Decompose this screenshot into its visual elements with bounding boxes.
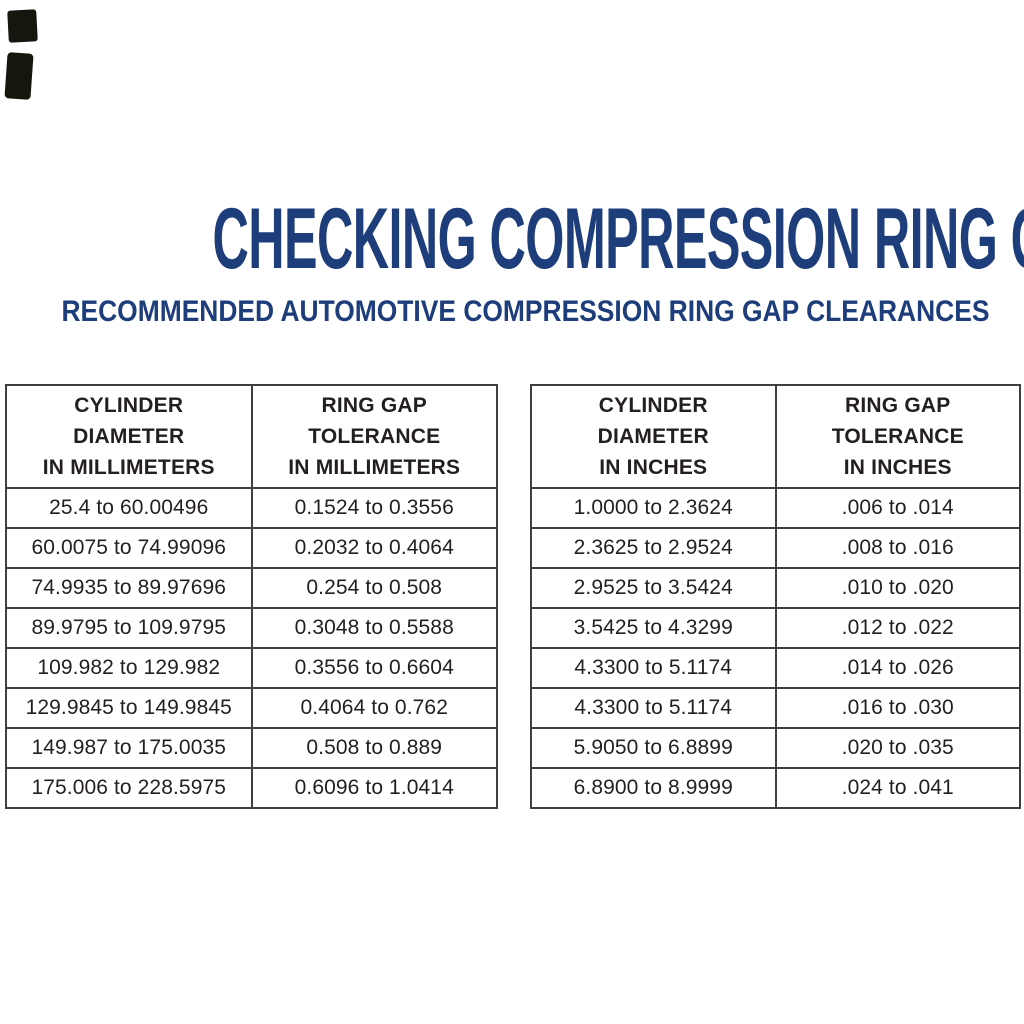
table-row: 74.9935 to 89.97696 0.254 to 0.508 <box>5 567 498 609</box>
ring-gap-tolerance-cell: 0.254 to 0.508 <box>250 567 498 609</box>
header-line: IN MILLIMETERS <box>288 456 461 479</box>
header-row: CYLINDER DIAMETER IN INCHES RING GAP TOL… <box>530 384 1021 489</box>
cylinder-diameter-cell: 129.9845 to 149.9845 <box>5 687 253 729</box>
ring-gap-tolerance-cell: 0.3556 to 0.6604 <box>250 647 498 689</box>
table-row: 60.0075 to 74.99096 0.2032 to 0.4064 <box>5 527 498 569</box>
ring-gap-tolerance-cell: .012 to .022 <box>774 607 1021 649</box>
ring-gap-tolerance-cell: 0.1524 to 0.3556 <box>250 487 498 529</box>
cylinder-diameter-cell: 89.9795 to 109.9795 <box>5 607 253 649</box>
tables-row: CYLINDER DIAMETER IN MILLIMETERS RING GA… <box>5 384 1021 809</box>
cylinder-diameter-cell: 60.0075 to 74.99096 <box>5 527 253 569</box>
table-row: 5.9050 to 6.8899 .020 to .035 <box>530 727 1021 769</box>
inch-table-header: CYLINDER DIAMETER IN INCHES RING GAP TOL… <box>530 384 1021 489</box>
table-row: 149.987 to 175.0035 0.508 to 0.889 <box>5 727 498 769</box>
ring-gap-tolerance-cell: .010 to .020 <box>774 567 1021 609</box>
table-row: 25.4 to 60.00496 0.1524 to 0.3556 <box>5 487 498 529</box>
ring-gap-tolerance-cell: .006 to .014 <box>774 487 1021 529</box>
ring-gap-tolerance-cell: 0.3048 to 0.5588 <box>250 607 498 649</box>
column-header-cylinder-diameter-in: CYLINDER DIAMETER IN INCHES <box>530 384 777 489</box>
ring-gap-tolerance-cell: .016 to .030 <box>774 687 1021 729</box>
metric-table-header: CYLINDER DIAMETER IN MILLIMETERS RING GA… <box>5 384 498 489</box>
table-row: 129.9845 to 149.9845 0.4064 to 0.762 <box>5 687 498 729</box>
scan-artifact <box>7 9 38 43</box>
header-line: DIAMETER <box>597 425 709 448</box>
inch-table: CYLINDER DIAMETER IN INCHES RING GAP TOL… <box>530 384 1021 809</box>
cylinder-diameter-cell: 2.3625 to 2.9524 <box>530 527 777 569</box>
page-title: CHECKING COMPRESSION RING GAPS <box>212 191 1024 287</box>
table-row: 109.982 to 129.982 0.3556 to 0.6604 <box>5 647 498 689</box>
scan-artifact <box>4 52 34 100</box>
cylinder-diameter-cell: 74.9935 to 89.97696 <box>5 567 253 609</box>
header-line: TOLERANCE <box>831 425 964 448</box>
cylinder-diameter-cell: 175.006 to 228.5975 <box>5 767 253 809</box>
cylinder-diameter-cell: 3.5425 to 4.3299 <box>530 607 777 649</box>
cylinder-diameter-cell: 25.4 to 60.00496 <box>5 487 253 529</box>
cylinder-diameter-cell: 2.9525 to 3.5424 <box>530 567 777 609</box>
cylinder-diameter-cell: 149.987 to 175.0035 <box>5 727 253 769</box>
table-row: 175.006 to 228.5975 0.6096 to 1.0414 <box>5 767 498 809</box>
cylinder-diameter-cell: 6.8900 to 8.9999 <box>530 767 777 809</box>
ring-gap-tolerance-cell: .024 to .041 <box>774 767 1021 809</box>
ring-gap-tolerance-cell: 0.2032 to 0.4064 <box>250 527 498 569</box>
header-line: IN MILLIMETERS <box>42 456 215 479</box>
header-line: CYLINDER <box>598 394 708 417</box>
cylinder-diameter-cell: 5.9050 to 6.8899 <box>530 727 777 769</box>
ring-gap-tolerance-cell: .014 to .026 <box>774 647 1021 689</box>
table-row: 89.9795 to 109.9795 0.3048 to 0.5588 <box>5 607 498 649</box>
metric-table: CYLINDER DIAMETER IN MILLIMETERS RING GA… <box>5 384 498 809</box>
header-line: TOLERANCE <box>308 425 441 448</box>
metric-table-body: 25.4 to 60.00496 0.1524 to 0.3556 60.007… <box>5 487 498 809</box>
table-row: 4.3300 to 5.1174 .016 to .030 <box>530 687 1021 729</box>
ring-gap-tolerance-cell: 0.508 to 0.889 <box>250 727 498 769</box>
cylinder-diameter-cell: 109.982 to 129.982 <box>5 647 253 689</box>
table-row: 4.3300 to 5.1174 .014 to .026 <box>530 647 1021 689</box>
table-row: 1.0000 to 2.3624 .006 to .014 <box>530 487 1021 529</box>
ring-gap-tolerance-cell: .020 to .035 <box>774 727 1021 769</box>
cylinder-diameter-cell: 4.3300 to 5.1174 <box>530 687 777 729</box>
inch-table-body: 1.0000 to 2.3624 .006 to .014 2.3625 to … <box>530 487 1021 809</box>
header-line: RING GAP <box>845 394 951 417</box>
table-row: 2.3625 to 2.9524 .008 to .016 <box>530 527 1021 569</box>
table-row: 3.5425 to 4.3299 .012 to .022 <box>530 607 1021 649</box>
cylinder-diameter-cell: 4.3300 to 5.1174 <box>530 647 777 689</box>
table-row: 6.8900 to 8.9999 .024 to .041 <box>530 767 1021 809</box>
column-header-ring-gap-in: RING GAP TOLERANCE IN INCHES <box>774 384 1021 489</box>
column-header-ring-gap-mm: RING GAP TOLERANCE IN MILLIMETERS <box>250 384 498 489</box>
header-line: IN INCHES <box>599 456 708 479</box>
ring-gap-tolerance-cell: 0.6096 to 1.0414 <box>250 767 498 809</box>
page-subtitle: RECOMMENDED AUTOMOTIVE COMPRESSION RING … <box>61 295 990 328</box>
cylinder-diameter-cell: 1.0000 to 2.3624 <box>530 487 777 529</box>
header-line: IN INCHES <box>843 456 952 479</box>
header-line: RING GAP <box>321 394 427 417</box>
header-line: DIAMETER <box>73 425 185 448</box>
table-row: 2.9525 to 3.5424 .010 to .020 <box>530 567 1021 609</box>
column-header-cylinder-diameter-mm: CYLINDER DIAMETER IN MILLIMETERS <box>5 384 253 489</box>
ring-gap-tolerance-cell: 0.4064 to 0.762 <box>250 687 498 729</box>
header-line: CYLINDER <box>74 394 184 417</box>
header-row: CYLINDER DIAMETER IN MILLIMETERS RING GA… <box>5 384 498 489</box>
ring-gap-tolerance-cell: .008 to .016 <box>774 527 1021 569</box>
